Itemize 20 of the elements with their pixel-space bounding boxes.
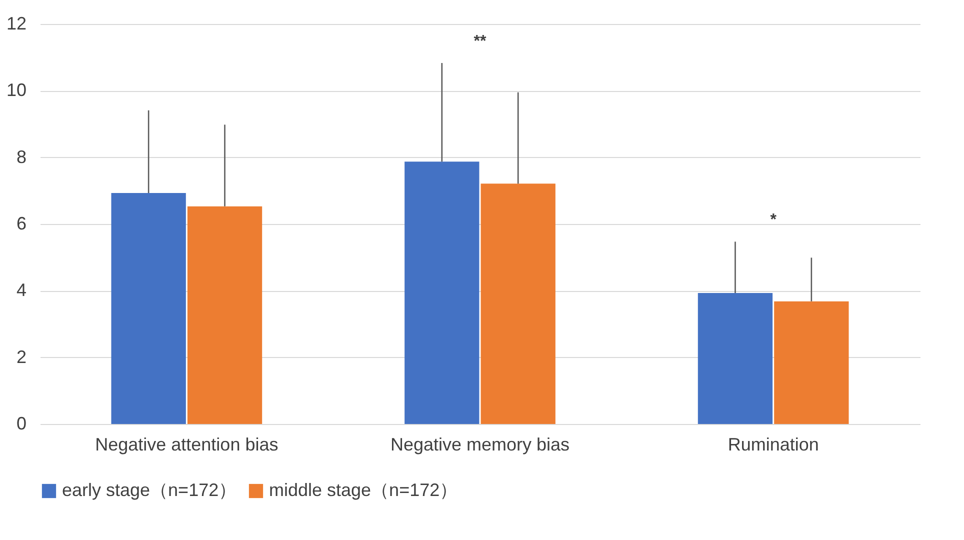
y-tick-label: 0	[16, 414, 26, 434]
y-tick-label: 10	[6, 80, 26, 100]
x-tick-label: Negative attention bias	[95, 434, 278, 454]
bar	[187, 206, 262, 424]
y-tick-label: 12	[6, 14, 26, 34]
y-tick-label: 6	[16, 214, 26, 234]
bar	[404, 162, 480, 424]
bar	[698, 293, 773, 424]
y-tick-label: 4	[16, 280, 26, 300]
annotation: *	[770, 212, 778, 229]
y-tick-label: 2	[16, 346, 26, 367]
bar	[111, 193, 186, 424]
bar	[774, 301, 849, 424]
x-tick-label: Negative memory bias	[390, 434, 570, 454]
y-tick-label: 8	[16, 146, 26, 167]
legend-label: early stage（n=172）	[62, 480, 237, 500]
annotation: **	[474, 33, 487, 50]
legend-label: middle stage（n=172）	[269, 480, 458, 500]
x-tick-label: Rumination	[728, 434, 819, 454]
bar	[480, 184, 556, 424]
